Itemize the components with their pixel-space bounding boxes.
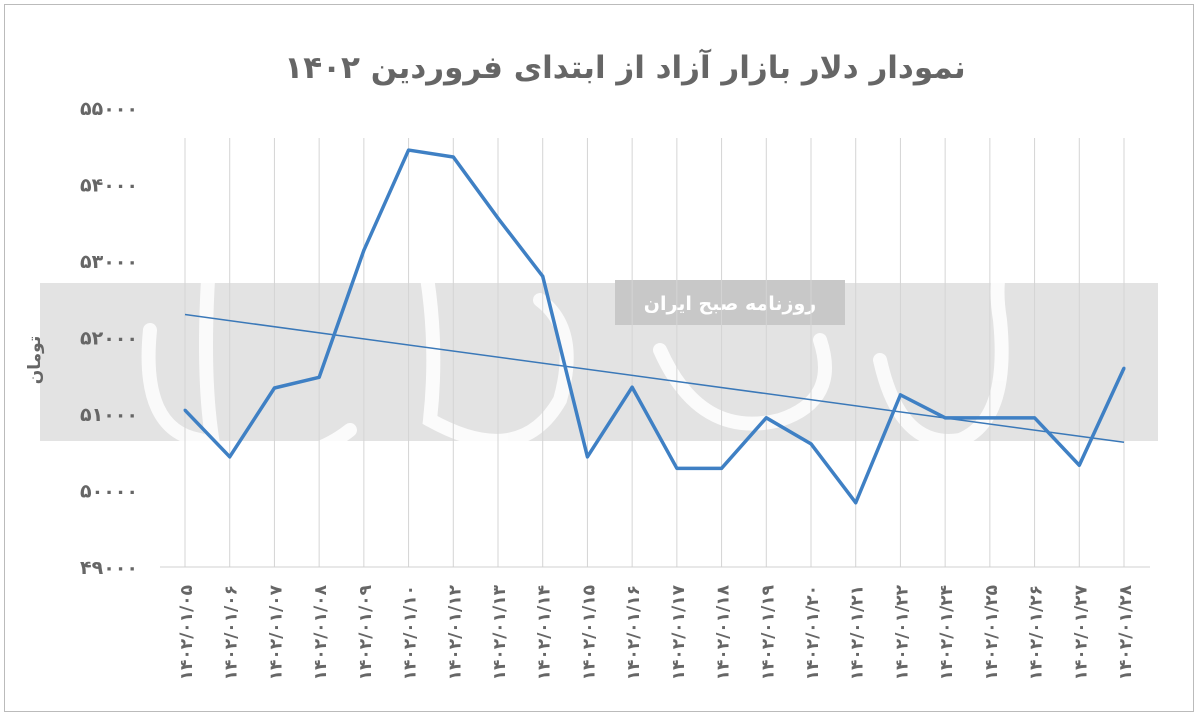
x-tick-label: ۱۴۰۲/۰۱/۲۲ [892,584,912,680]
x-tick-label: ۱۴۰۲/۰۱/۱۳ [490,584,510,680]
chart-title: نمودار دلار بازار آزاد از ابتدای فروردین… [284,48,965,86]
chart-frame [4,4,1194,712]
data-point [1033,416,1037,420]
x-tick-label: ۱۴۰۲/۰۱/۰۹ [356,584,376,680]
x-tick-label: ۱۴۰۲/۰۱/۲۶ [1027,585,1047,680]
data-point [988,416,992,420]
x-tick-label: ۱۴۰۲/۰۱/۰۷ [266,584,286,680]
data-point [541,274,545,278]
x-tick-label: ۱۴۰۲/۰۱/۲۰ [803,585,823,680]
y-tick-label: ۵۴۰۰۰ [80,175,138,197]
x-tick-label: ۱۴۰۲/۰۱/۰۵ [177,585,197,680]
data-point [317,375,321,379]
x-tick-label: ۱۴۰۲/۰۱/۲۵ [982,585,1002,680]
trendline [184,313,1125,444]
watermark-tagline-box [615,280,845,325]
y-tick-label: ۴۹۰۰۰ [80,557,138,579]
x-tick-label: ۱۴۰۲/۰۱/۲۷ [1071,584,1091,680]
data-point [272,386,276,390]
x-tick-label: ۱۴۰۲/۰۱/۰۶ [222,585,242,680]
data-point [630,385,634,389]
y-tick-label: ۵۱۰۰۰ [80,404,138,426]
data-point [362,248,366,252]
data-point [407,148,411,152]
watermark-logo [141,188,1027,509]
x-tick-label: ۱۴۰۲/۰۱/۰۸ [311,584,331,680]
x-tick-label: ۱۴۰۲/۰۱/۱۶ [624,585,644,680]
data-point [764,416,768,420]
data-point [228,455,232,459]
x-tick-label: ۱۴۰۲/۰۱/۱۴ [535,585,555,680]
x-tick-label: ۱۴۰۲/۰۱/۱۸ [714,584,734,680]
data-point [183,408,187,412]
y-tick-label: ۵۳۰۰۰ [80,251,138,273]
data-point [585,455,589,459]
x-tick-label: ۱۴۰۲/۰۱/۱۹ [758,584,778,680]
y-tick-label: ۵۲۰۰۰ [80,328,138,350]
data-point [809,442,813,446]
data-point [720,466,724,470]
data-point [451,155,455,159]
y-tick-label: ۵۰۰۰۰ [80,481,138,503]
series-line [183,148,1126,505]
data-point [854,501,858,505]
data-point [943,416,947,420]
y-axis-label: تومان [25,336,45,384]
watermark-tagline: روزنامه صبح ایران [644,293,816,315]
x-tick-label: ۱۴۰۲/۰۱/۱۵ [579,585,599,680]
x-tick-label: ۱۴۰۲/۰۱/۱۲ [445,584,465,680]
x-tick-label: ۱۴۰۲/۰۱/۱۷ [669,584,689,680]
data-point [675,466,679,470]
x-tick-label: ۱۴۰۲/۰۱/۲۸ [1116,584,1136,680]
data-point [496,216,500,220]
x-tick-label: ۱۴۰۲/۰۱/۱۰ [401,585,421,680]
y-tick-label: ۵۵۰۰۰ [80,98,138,120]
data-point [1077,463,1081,467]
data-point [1122,366,1126,370]
x-tick-label: ۱۴۰۲/۰۱/۲۴ [937,585,957,680]
x-tick-label: ۱۴۰۲/۰۱/۲۱ [848,585,868,680]
data-point [898,393,902,397]
watermark-band [40,283,1158,441]
